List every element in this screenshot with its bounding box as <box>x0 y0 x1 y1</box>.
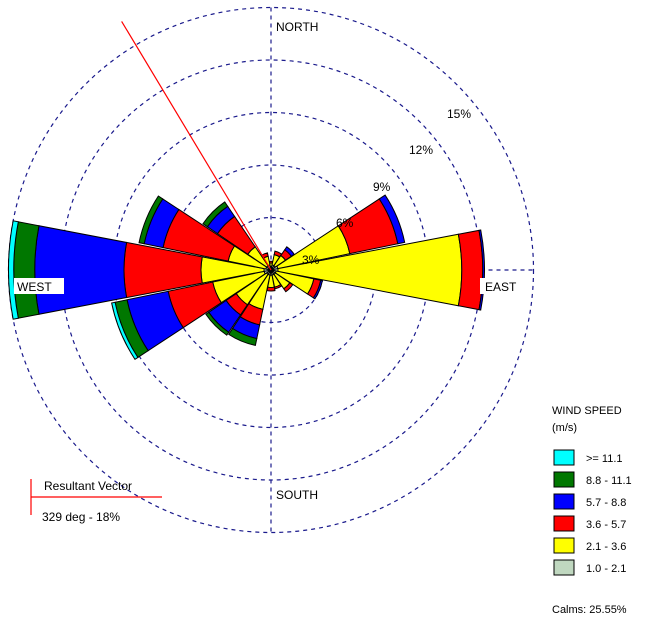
petal-segment <box>13 221 40 319</box>
petal-segment <box>34 225 128 315</box>
ring-label-15: 15% <box>447 107 471 121</box>
petal-67.5 <box>270 194 406 271</box>
petal-225 <box>205 269 272 336</box>
legend-swatch <box>553 537 575 554</box>
petal-segment <box>205 311 230 336</box>
ring-label-6: 6% <box>336 216 354 230</box>
petal-segment <box>457 229 484 311</box>
legend-label: >= 11.1 <box>586 453 623 465</box>
legend-units: (m/s) <box>552 422 577 434</box>
west-label-bg <box>14 278 64 294</box>
petal-segment <box>378 194 406 245</box>
petal-segment <box>283 282 294 293</box>
resultant-vector-line <box>121 21 272 271</box>
legend-swatch <box>553 493 575 510</box>
petal-segment <box>111 301 139 361</box>
legend-label: 2.1 - 3.6 <box>586 541 626 553</box>
legend-items: >= 11.1 8.8 - 11.1 5.7 - 8.8 3.6 - 5.7 2.1 -… <box>553 449 632 576</box>
resultant-vector <box>121 21 272 271</box>
legend-swatch <box>553 449 575 466</box>
petals <box>8 194 485 361</box>
south-label: SOUTH <box>276 488 318 502</box>
petal-315 <box>202 201 272 271</box>
vector-legend-title: Resultant Vector <box>44 479 132 493</box>
east-label-bg <box>480 278 522 294</box>
petal-202.5 <box>228 269 272 346</box>
ring-label-12: 12% <box>409 143 433 157</box>
legend-label: 3.6 - 5.7 <box>586 519 626 531</box>
petal-segment <box>138 195 164 245</box>
west-label: WEST <box>17 280 52 294</box>
legend-swatch <box>553 559 575 576</box>
ring-label-9: 9% <box>373 180 391 194</box>
legend-calms: Calms: 25.55% <box>552 604 627 616</box>
legend-label: 1.0 - 2.1 <box>586 563 626 575</box>
petal-292.5 <box>138 195 272 271</box>
legend-swatch <box>553 515 575 532</box>
petal-segment <box>266 286 276 292</box>
petal-112.5 <box>270 269 324 300</box>
ring-label-3: 3% <box>302 253 320 267</box>
vector-legend-value: 329 deg - 18% <box>42 510 120 524</box>
south-label-bg <box>272 486 332 502</box>
north-label: NORTH <box>276 20 318 34</box>
legend-title: WIND SPEED <box>552 405 622 417</box>
north-label-bg <box>272 18 328 34</box>
legend-label: 8.8 - 11.1 <box>586 475 632 487</box>
petal-segment <box>228 327 258 346</box>
legend-label: 5.7 - 8.8 <box>586 497 626 509</box>
petal-segment <box>202 201 229 228</box>
legend-swatch <box>553 471 575 488</box>
east-label: EAST <box>485 280 517 294</box>
petal-247.5 <box>111 269 272 361</box>
petal-segment <box>312 279 324 300</box>
